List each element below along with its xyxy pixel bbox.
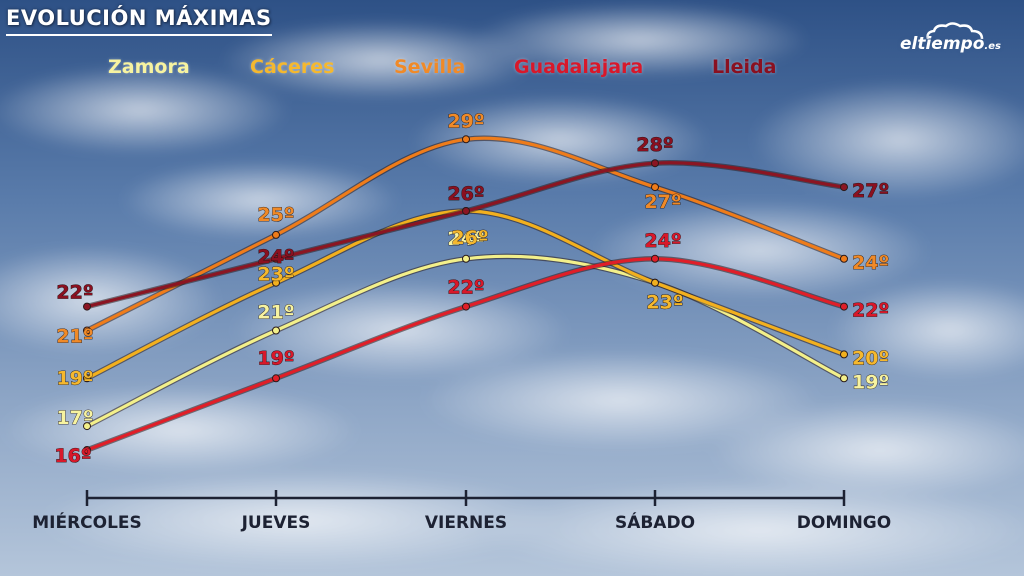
data-point-caceres-jueves — [272, 278, 280, 287]
data-point-sevilla-domingo — [840, 254, 848, 263]
x-tick-label-sabado: SÁBADO — [615, 511, 695, 533]
data-point-zamora-miercoles — [83, 422, 91, 431]
data-label-sevilla-miercoles: 21º — [56, 326, 93, 348]
logo-domain: .es — [984, 41, 1001, 52]
data-label-guadalajara-viernes: 22º — [447, 277, 484, 299]
data-point-zamora-domingo — [840, 374, 848, 383]
data-point-caceres-miercoles — [83, 374, 91, 383]
data-label-guadalajara-jueves: 19º — [257, 347, 294, 369]
data-label-sevilla-sabado: 27º — [644, 191, 681, 213]
data-point-zamora-viernes — [462, 254, 470, 263]
data-point-lleida-sabado — [651, 159, 659, 168]
legend-item-zamora: Zamora — [108, 56, 190, 78]
eltiempo-logo: eltiempo.es — [894, 22, 1006, 58]
logo-text: eltiempo.es — [900, 34, 1001, 54]
data-point-guadalajara-miercoles — [83, 446, 91, 454]
data-point-guadalajara-jueves — [272, 374, 280, 383]
legend-item-guadalajara: Guadalajara — [514, 56, 644, 78]
data-point-caceres-sabado — [651, 278, 659, 287]
data-point-lleida-viernes — [462, 207, 470, 215]
data-labels: 17º21º24º23º19º19º23º26º23º20º21º25º29º2… — [54, 110, 890, 467]
data-label-zamora-jueves: 21º — [257, 302, 294, 324]
chart-title: EVOLUCIÓN MÁXIMAS — [6, 6, 272, 30]
data-label-caceres-jueves: 23º — [257, 264, 294, 286]
data-label-guadalajara-sabado: 24º — [644, 230, 681, 252]
data-label-lleida-viernes: 26º — [447, 183, 484, 205]
data-point-caceres-domingo — [840, 350, 848, 359]
data-point-sevilla-viernes — [462, 135, 470, 144]
data-label-zamora-viernes: 24º — [447, 228, 484, 250]
data-point-guadalajara-domingo — [840, 302, 848, 311]
data-label-guadalajara-miercoles: 16º — [54, 445, 91, 467]
data-point-sevilla-sabado — [651, 183, 659, 192]
data-point-guadalajara-sabado — [651, 254, 659, 263]
cloud-icon — [926, 22, 984, 40]
data-label-sevilla-domingo: 24º — [852, 252, 889, 274]
logo-name: eltiempo — [900, 34, 985, 54]
data-label-caceres-domingo: 20º — [852, 347, 889, 369]
legend-item-lleida: Lleida — [712, 56, 777, 78]
x-tick-label-domingo: DOMINGO — [797, 513, 891, 533]
data-label-caceres-viernes: 26º — [451, 227, 488, 249]
data-point-lleida-domingo — [840, 183, 848, 192]
data-point-zamora-jueves — [272, 326, 280, 335]
data-label-lleida-miercoles: 22º — [56, 282, 93, 304]
data-label-lleida-domingo: 27º — [852, 180, 889, 202]
data-label-zamora-domingo: 19º — [852, 371, 889, 393]
data-label-caceres-sabado: 23º — [646, 292, 683, 314]
title-underline — [6, 34, 272, 36]
data-point-lleida-jueves — [272, 254, 280, 263]
x-tick-label-viernes: VIERNES — [425, 513, 507, 533]
x-tick-label-miercoles: MIÉRCOLES — [32, 511, 142, 533]
data-point-guadalajara-viernes — [462, 302, 470, 311]
data-label-guadalajara-domingo: 22º — [852, 300, 889, 322]
data-label-lleida-sabado: 28º — [636, 134, 673, 156]
x-tick-label-jueves: JUEVES — [241, 513, 311, 533]
data-label-zamora-sabado: 23º — [646, 292, 683, 314]
data-label-sevilla-viernes: 29º — [447, 110, 484, 132]
data-label-lleida-jueves: 24º — [257, 246, 294, 268]
data-point-sevilla-miercoles — [83, 326, 91, 335]
data-label-zamora-miercoles: 17º — [56, 407, 93, 429]
x-axis: MIÉRCOLES JUEVES VIERNES SÁBADO DOMINGO — [32, 490, 891, 533]
data-label-caceres-miercoles: 19º — [56, 367, 93, 389]
legend-item-sevilla: Sevilla — [394, 56, 466, 78]
data-label-sevilla-jueves: 25º — [257, 204, 294, 226]
legend-item-caceres: Cáceres — [250, 56, 335, 78]
series-layer — [83, 135, 848, 454]
data-point-sevilla-jueves — [272, 230, 280, 239]
data-point-lleida-miercoles — [83, 302, 91, 311]
